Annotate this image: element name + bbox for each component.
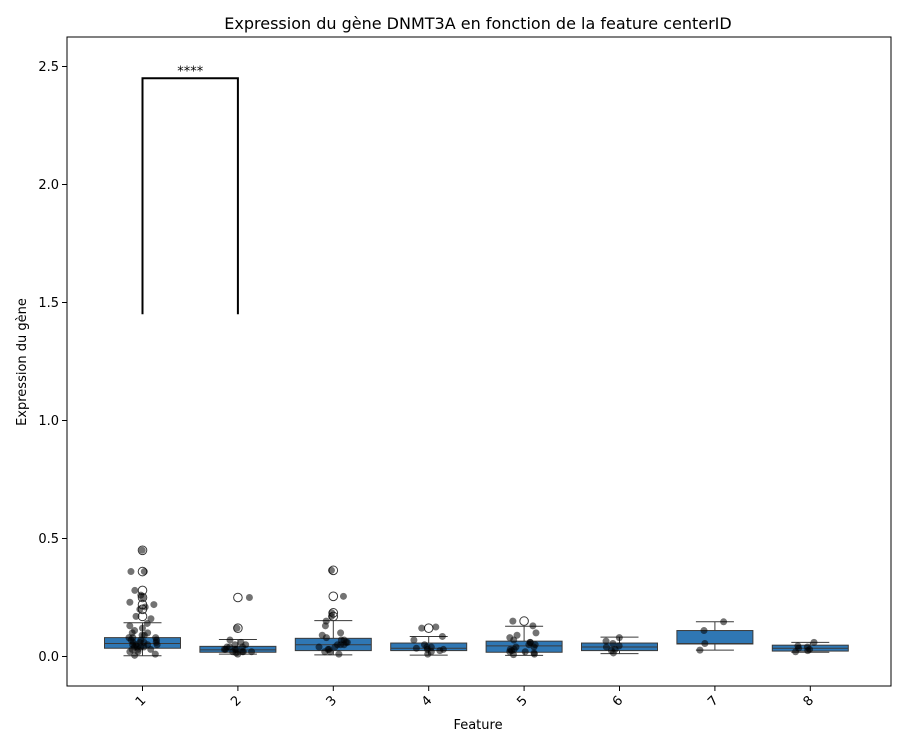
strip-point (804, 647, 812, 655)
x-tick-label: 7 (705, 693, 721, 709)
strip-point (436, 647, 444, 655)
plot-frame (66, 36, 892, 687)
strip-point (138, 624, 146, 632)
y-tick-label: 2.5 (38, 60, 59, 75)
strip-point (335, 650, 343, 658)
strip-point (327, 566, 335, 574)
y-tick-label: 1.5 (38, 296, 59, 311)
strip-point (530, 643, 538, 651)
strip-point (220, 645, 228, 653)
strip-point (418, 624, 426, 632)
x-axis: 1 2 3 4 5 6 7 8 (133, 686, 817, 710)
strip-point (326, 648, 334, 656)
strip-point (339, 592, 347, 600)
x-tick-label: 1 (133, 693, 149, 709)
strip-point (143, 619, 151, 627)
strip-point (321, 648, 329, 656)
strip-point (151, 650, 159, 658)
y-tick-label: 0.0 (38, 650, 59, 665)
strip-point (131, 651, 139, 659)
strip-point (147, 615, 155, 623)
strip-point (412, 644, 420, 652)
strip-point (792, 648, 800, 656)
strip-point (696, 646, 704, 654)
strip-point (410, 636, 418, 644)
y-tick-label: 0.5 (38, 532, 59, 547)
outlier-point (233, 592, 243, 603)
strip-point (150, 601, 158, 609)
outlier-point (519, 616, 529, 626)
strip-point (609, 649, 617, 657)
strip-point (322, 634, 330, 642)
strip-point (530, 650, 538, 658)
x-tick-label: 6 (610, 693, 626, 709)
strip-point (234, 650, 242, 658)
strip-point (529, 622, 537, 630)
strip-point (138, 546, 146, 554)
strip-point (509, 651, 517, 659)
strip-point (140, 643, 148, 651)
x-tick-label: 2 (228, 693, 244, 709)
strip-point (131, 586, 139, 594)
strip-point (510, 636, 518, 644)
x-tick-label: 5 (514, 693, 530, 709)
strip-point (701, 640, 709, 648)
significance-label: **** (177, 64, 204, 79)
strip-point (602, 643, 610, 651)
strip-point (126, 648, 134, 656)
strip-point (226, 636, 234, 644)
strip-point (327, 612, 335, 620)
x-tick-label: 8 (801, 693, 817, 709)
outlier-point (328, 591, 339, 602)
strip-point (248, 648, 256, 656)
strip-point (532, 629, 540, 637)
strip-point (136, 605, 144, 613)
x-tick-label: 3 (324, 693, 340, 709)
box-7 (676, 621, 754, 651)
y-axis: 0.0 0.5 1.0 1.5 2.0 2.5 (38, 60, 67, 665)
strip-point (245, 594, 253, 601)
y-axis-label: Expression du gène (15, 298, 30, 426)
strip-point (331, 643, 339, 651)
strip-point (147, 645, 155, 653)
box-plots (104, 545, 849, 657)
strip-point (438, 632, 446, 640)
strip-point (153, 641, 161, 649)
strip-point (720, 618, 728, 626)
outlier-point (423, 623, 434, 633)
outlier-point (137, 545, 148, 556)
significance-annotation: **** (141, 64, 239, 315)
strip-point (337, 629, 345, 637)
y-tick-label: 1.0 (38, 414, 59, 429)
y-tick-label: 2.0 (38, 178, 59, 193)
strip-points (125, 546, 818, 659)
strip-point (810, 638, 818, 646)
strip-point (315, 643, 323, 651)
strip-point (139, 594, 147, 601)
strip-point (432, 623, 440, 631)
x-axis-label: Feature (453, 718, 502, 733)
strip-point (424, 650, 432, 658)
strip-point (126, 622, 134, 630)
strip-point (132, 612, 140, 620)
strip-point (140, 568, 148, 576)
strip-point (521, 648, 529, 656)
strip-point (602, 637, 610, 645)
strip-point (609, 640, 617, 648)
strip-point (233, 624, 241, 632)
strip-point (126, 598, 134, 606)
chart-title: Expression du gène DNMT3A en fonction de… (224, 14, 731, 33)
strip-point (321, 622, 329, 630)
strip-point (700, 627, 708, 635)
strip-point (615, 634, 623, 642)
box-iqr (676, 630, 754, 645)
strip-point (127, 568, 135, 576)
strip-point (141, 603, 149, 611)
x-tick-label: 4 (419, 693, 435, 709)
significance-bracket (141, 77, 239, 315)
strip-point (509, 617, 517, 625)
